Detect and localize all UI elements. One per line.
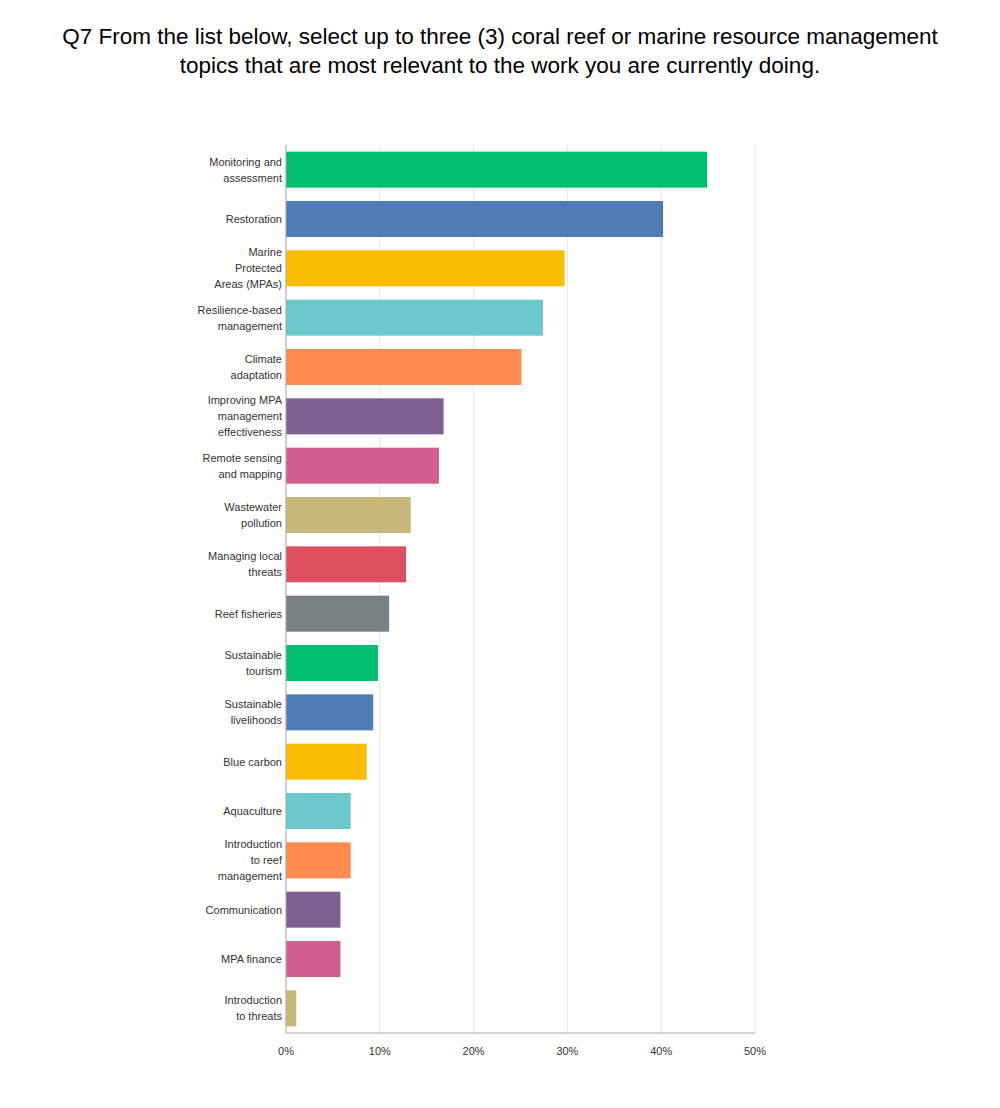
category-label: Resilience-basedmanagement [198,304,282,332]
grid-line [286,145,287,1033]
category-label: MPA finance [221,953,282,965]
tick-label: 20% [463,1045,485,1057]
category-label: Improving MPAmanagementeffectiveness [208,394,283,438]
bar [286,793,351,829]
bar [286,398,444,434]
category-label: Wastewaterpollution [224,501,282,529]
bar [286,300,543,336]
category-label: Communication [206,904,282,916]
grid-line [661,145,662,1033]
category-label: Sustainablelivelihoods [225,698,283,726]
category-label: Climateadaptation [231,353,282,381]
chart-title: Q7 From the list below, select up to thr… [30,22,970,80]
category-label: Reef fisheries [215,608,283,620]
bar [286,744,367,780]
bar [286,349,521,385]
bar [286,645,378,681]
bar [286,250,565,286]
bar [286,694,373,730]
bar [286,546,406,582]
tick-label: 30% [556,1045,578,1057]
bar [286,941,340,977]
bars [286,152,707,1027]
category-label: Blue carbon [223,756,282,768]
bar [286,596,389,632]
category-label: Restoration [226,213,282,225]
tick-label: 0% [278,1045,294,1057]
x-axis-line [286,1033,755,1034]
bar [286,448,439,484]
tick-label: 50% [744,1045,766,1057]
grid-line [755,145,756,1033]
tick-label: 10% [369,1045,391,1057]
bar [286,892,340,928]
bar [286,152,707,188]
category-label: Introductionto reefmanagement [218,838,283,882]
category-label: Managing localthreats [208,550,282,578]
category-label: Remote sensingand mapping [203,452,283,480]
y-axis-line [286,145,287,1033]
category-label: Aquaculture [223,805,282,817]
category-label: Monitoring andassessment [209,156,282,184]
bar [286,842,351,878]
category-label: Sustainabletourism [225,649,283,677]
chart: 0% 10% 20% 30% 40% 50% Monitoring andassessmen… [0,0,1000,1108]
bar [286,201,663,237]
category-label: MarineProtectedAreas (MPAs) [214,246,282,290]
grid-line [567,145,568,1033]
tick-label: 40% [650,1045,672,1057]
category-label: Introductionto threats [225,994,283,1022]
bar [286,990,296,1026]
bar [286,497,411,533]
